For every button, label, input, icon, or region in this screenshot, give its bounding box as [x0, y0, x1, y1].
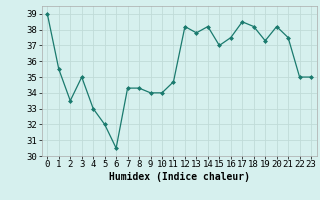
X-axis label: Humidex (Indice chaleur): Humidex (Indice chaleur)	[109, 172, 250, 182]
